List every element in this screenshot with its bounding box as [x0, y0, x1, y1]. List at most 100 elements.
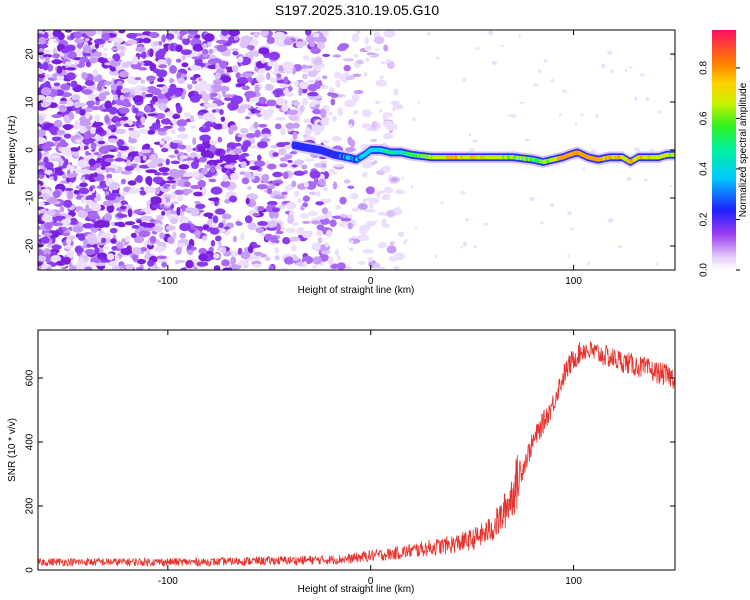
- spectrogram-noise-cell: [334, 205, 341, 210]
- spectrogram-noise-cell: [115, 121, 121, 127]
- spectrogram-noise-cell: [321, 207, 328, 215]
- spectrogram-noise-cell: [132, 246, 142, 255]
- spectrogram-noise-cell: [38, 36, 47, 45]
- spectrogram-noise-cell: [131, 55, 139, 65]
- spectrogram-noise-cell: [313, 162, 323, 168]
- spectrogram-noise-cell: [52, 53, 60, 59]
- spectrogram-faint-cell: [462, 77, 467, 82]
- spectrogram-faint-cell: [373, 267, 379, 270]
- spectrogram-noise-cell: [362, 198, 367, 204]
- spectrogram-noise-cell: [38, 216, 42, 224]
- spectrogram-faint-cell: [562, 89, 568, 93]
- spectrogram-noise-cell: [264, 233, 274, 241]
- spectrogram-noise-cell: [172, 201, 179, 205]
- spectrogram-noise-cell: [135, 267, 143, 270]
- spectrogram-noise-cell: [352, 73, 362, 78]
- spectrogram-noise-cell: [295, 41, 304, 49]
- spectrogram-noise-cell: [118, 145, 130, 151]
- spectrogram-noise-cell: [56, 129, 66, 135]
- spectrogram-noise-cell: [397, 231, 405, 237]
- spectrogram-noise-cell: [302, 73, 308, 80]
- spectrogram-noise-cell: [85, 150, 90, 156]
- spectrogram-noise-cell: [224, 164, 235, 169]
- spectrogram-noise-cell: [118, 70, 129, 78]
- spectrogram-noise-cell: [38, 61, 42, 66]
- spectrogram-noise-cell: [83, 255, 89, 262]
- spectrogram-noise-cell: [135, 85, 142, 91]
- spectrogram-noise-cell: [154, 245, 166, 253]
- spectrogram-noise-cell: [230, 48, 240, 52]
- spectrogram-noise-cell: [169, 42, 175, 52]
- spectrogram-noise-cell: [88, 202, 99, 207]
- spectrogram-noise-cell: [161, 34, 166, 43]
- spectrogram-noise-cell: [328, 87, 335, 93]
- spectrogram-faint-cell: [403, 240, 407, 246]
- spectrogram-noise-cell: [389, 241, 395, 246]
- spectrogram-noise-cell: [187, 249, 194, 256]
- spectrogram-noise-cell: [38, 68, 44, 74]
- spectrogram-noise-cell: [210, 92, 218, 97]
- spectrogram-noise-cell: [210, 84, 223, 90]
- spectrogram-noise-cell: [143, 105, 152, 113]
- spectrogram-noise-cell: [302, 202, 309, 208]
- spectrogram-noise-cell: [237, 56, 244, 63]
- spectrogram-noise-cell: [79, 109, 86, 116]
- spectrogram-noise-cell: [127, 180, 137, 186]
- spectrogram-faint-cell: [524, 138, 531, 142]
- spectrogram-noise-cell: [257, 96, 267, 104]
- spectrogram-faint-cell: [392, 107, 396, 112]
- spectrogram-noise-cell: [192, 43, 204, 52]
- spectrogram-noise-cell: [294, 80, 299, 87]
- colorbar-label: Normalized spectral amplitude: [738, 82, 749, 217]
- spectrogram-noise-cell: [97, 82, 103, 92]
- spectrogram-noise-cell: [262, 111, 270, 121]
- spectrogram-noise-cell: [179, 34, 185, 41]
- spectrogram-noise-cell: [94, 114, 101, 123]
- spectrogram-faint-cell: [567, 254, 570, 258]
- snr-xtick-label: -100: [158, 576, 178, 587]
- spectrogram-noise-cell: [310, 47, 322, 55]
- spectrogram-y-ticks: -20 -10 0 10 20: [25, 48, 675, 253]
- snr-ytick-label: 600: [25, 369, 36, 386]
- spectrogram-noise-cell: [335, 248, 340, 256]
- spectrogram-faint-cell: [657, 110, 662, 114]
- spectrogram-noise-cell: [193, 83, 206, 92]
- spectrogram-noise-cell: [81, 72, 88, 80]
- spectrogram-noise-cell: [351, 235, 358, 239]
- spectrogram-noise-cell: [235, 83, 246, 87]
- spectrogram-noise-cell: [168, 77, 175, 84]
- spectrogram-noise-cell: [299, 104, 305, 113]
- spectrogram-noise-cell: [365, 220, 376, 227]
- snr-panel: -100 0 100 0 200 400 600 Height of straight l…: [7, 329, 676, 595]
- spectrogram-noise-cell: [72, 225, 84, 233]
- spectrogram-noise-cell: [68, 235, 76, 241]
- spectrogram-noise-cell: [125, 61, 135, 65]
- spectrogram-noise-cell: [51, 114, 63, 119]
- spectrogram-noise-cell: [289, 236, 301, 242]
- spectrogram-noise-cell: [386, 209, 396, 218]
- spectrogram-noise-cell: [294, 159, 304, 166]
- spectrogram-noise-cell: [171, 191, 177, 200]
- spectrogram-noise-cell: [228, 30, 240, 37]
- spectrogram-noise-cell: [80, 142, 85, 152]
- spectrogram-noise-cell: [173, 30, 179, 35]
- spectrogram-noise-cell: [232, 235, 238, 243]
- spectrogram-noise-cell: [128, 94, 135, 98]
- spectrogram-faint-cell: [397, 206, 401, 212]
- spectrogram-noise-cell: [187, 244, 192, 250]
- spectrogram-noise-cell: [176, 119, 188, 127]
- spectrogram-noise-cell: [320, 85, 329, 90]
- spectrogram-noise-cell: [149, 187, 157, 194]
- spectrogram-noise-cell: [113, 53, 121, 62]
- spectrogram-noise-cell: [126, 156, 133, 160]
- spectrogram-noise-cell: [58, 100, 69, 105]
- spectrogram-noise-cell: [275, 239, 280, 244]
- spectrogram-noise-cell: [315, 201, 325, 206]
- spectrogram-noise-cell: [131, 224, 140, 229]
- spectrogram-noise-cell: [216, 44, 228, 52]
- spectrogram-noise-cell: [283, 38, 293, 46]
- colorbar-ticks: 0.0 0.2 0.4 0.6 0.8: [699, 61, 740, 277]
- spectrogram-noise-cell: [367, 257, 374, 263]
- spectrogram-faint-cell: [570, 227, 574, 231]
